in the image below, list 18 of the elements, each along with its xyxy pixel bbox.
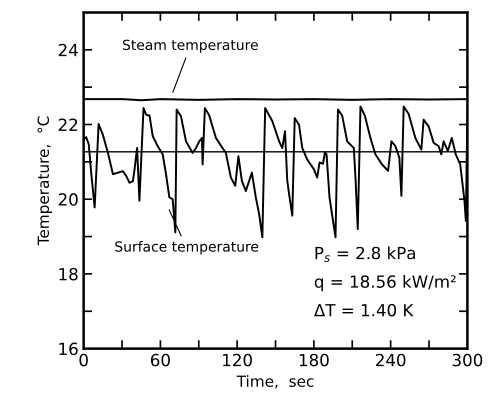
x-tick-label: 300 [452, 354, 482, 366]
y-tick-label: 22 [58, 118, 78, 131]
x-tick-label: 240 [376, 354, 406, 366]
legend-label: Surface temperature [115, 241, 258, 254]
y-tick-label: 24 [58, 44, 78, 56]
x-axis-title: Time, sec [236, 375, 314, 389]
x-tick-label: 60 [150, 354, 170, 366]
y-axis-title: Temperature, °C [38, 116, 52, 246]
x-tick-label: 180 [300, 354, 329, 366]
annotation: q = 18.56 kW/m² [314, 274, 456, 292]
x-tick-label: 0 [79, 354, 88, 366]
y-tick-label: 20 [58, 193, 78, 206]
y-tick-label: 18 [59, 268, 78, 280]
y-tick-label: 16 [59, 342, 78, 356]
text: Steam temperature [122, 40, 258, 53]
annotation: P$_{s}$ = 2.8 kPa [316, 246, 415, 262]
x-tick-label: 120 [223, 354, 252, 366]
annotation: ΔT = 1.40 K [314, 304, 414, 316]
